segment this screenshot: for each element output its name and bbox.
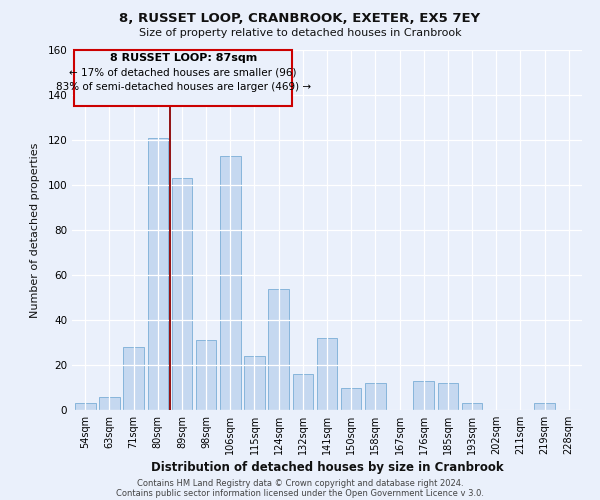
Bar: [365, 383, 386, 410]
Bar: [99, 396, 120, 410]
X-axis label: Distribution of detached houses by size in Cranbrook: Distribution of detached houses by size …: [151, 461, 503, 474]
Bar: [148, 138, 168, 410]
Bar: [462, 403, 482, 410]
Bar: [75, 403, 95, 410]
Bar: [196, 340, 217, 410]
Text: 8 RUSSET LOOP: 87sqm: 8 RUSSET LOOP: 87sqm: [110, 53, 257, 63]
Text: Contains public sector information licensed under the Open Government Licence v : Contains public sector information licen…: [116, 488, 484, 498]
Text: ← 17% of detached houses are smaller (96): ← 17% of detached houses are smaller (96…: [70, 68, 297, 78]
Text: 83% of semi-detached houses are larger (469) →: 83% of semi-detached houses are larger (…: [56, 82, 311, 92]
Y-axis label: Number of detached properties: Number of detached properties: [31, 142, 40, 318]
Bar: [534, 403, 555, 410]
Bar: [437, 383, 458, 410]
Bar: [74, 50, 292, 106]
Bar: [293, 374, 313, 410]
Bar: [268, 288, 289, 410]
Bar: [341, 388, 361, 410]
Bar: [244, 356, 265, 410]
Text: Size of property relative to detached houses in Cranbrook: Size of property relative to detached ho…: [139, 28, 461, 38]
Bar: [413, 381, 434, 410]
Bar: [317, 338, 337, 410]
Bar: [220, 156, 241, 410]
Text: 8, RUSSET LOOP, CRANBROOK, EXETER, EX5 7EY: 8, RUSSET LOOP, CRANBROOK, EXETER, EX5 7…: [119, 12, 481, 26]
Text: Contains HM Land Registry data © Crown copyright and database right 2024.: Contains HM Land Registry data © Crown c…: [137, 478, 463, 488]
Bar: [124, 347, 144, 410]
Bar: [172, 178, 192, 410]
